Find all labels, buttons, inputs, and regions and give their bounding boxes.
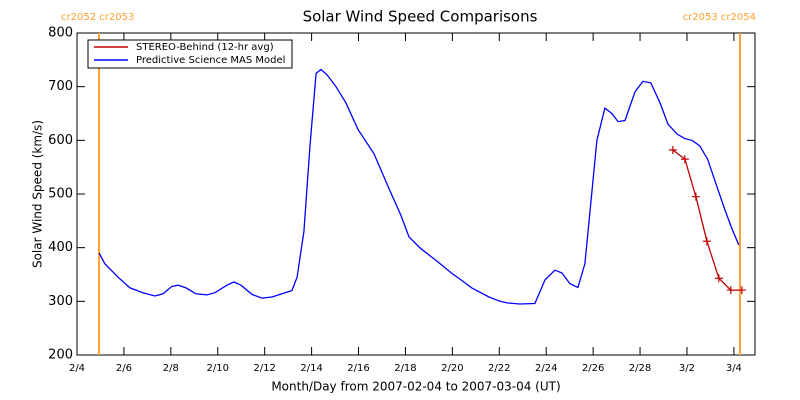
data-point [726,286,735,295]
y-axis-label: Solar Wind Speed (km/s) [31,120,45,268]
y-tick-label: 700 [48,79,73,94]
y-tick-label: 800 [48,26,73,41]
x-tick-label: 2/14 [300,363,322,374]
x-tick-label: 2/16 [347,363,369,374]
series-line [98,68,740,305]
x-tick-label: 2/12 [253,363,275,374]
data-point [702,237,711,246]
chart-title: Solar Wind Speed Comparisons [303,8,538,26]
x-tick-label: 2/26 [582,363,604,374]
plot-frame [76,32,756,356]
x-axis-label: Month/Day from 2007-02-04 to 2007-03-04 … [271,380,560,394]
series-line [672,149,742,291]
x-tick-label: 2/20 [441,363,463,374]
x-tick-label: 2/4 [69,363,85,374]
x-tick-label: 2/8 [163,363,179,374]
x-tick-label: 3/2 [679,363,695,374]
y-tick-label: 400 [48,240,73,255]
x-tick-label: 2/22 [488,363,510,374]
x-tick-label: 2/6 [116,363,132,374]
y-tick-label: 500 [48,187,73,202]
legend-box [87,39,293,69]
x-tick-label: 2/18 [394,363,416,374]
x-tick-label: 3/4 [726,363,742,374]
data-point [714,274,723,283]
marker-label: cr2053 cr2054 [683,12,756,23]
data-point [737,286,746,295]
data-point [691,192,700,201]
y-tick-label: 300 [48,294,73,309]
y-tick-label: 600 [48,133,73,148]
x-tick-label: 2/24 [535,363,557,374]
x-tick-label: 2/10 [207,363,229,374]
legend-label: STEREO-Behind (12-hr avg) [136,42,274,53]
legend-label: Predictive Science MAS Model [136,55,285,66]
data-point [668,145,677,154]
data-point [680,155,689,164]
marker-label: cr2052 cr2053 [61,12,134,23]
x-tick-label: 2/28 [629,363,651,374]
y-tick-label: 200 [48,348,73,363]
